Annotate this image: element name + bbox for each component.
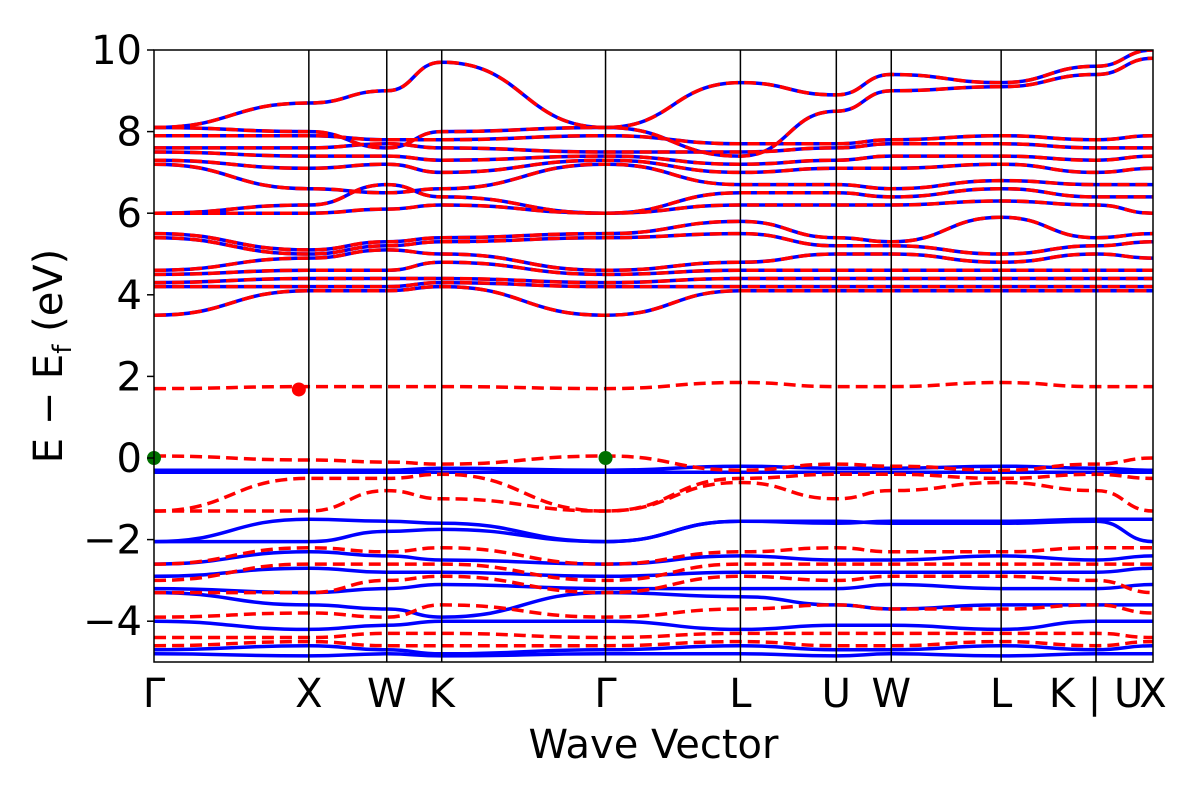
band-spin-down [154, 280, 1153, 289]
band-spin-up [154, 590, 1153, 619]
band-spin-down [154, 133, 1153, 146]
band-spin-down [154, 158, 1153, 175]
y-tick-label: 6 [117, 191, 142, 237]
band-spin-down [154, 472, 1153, 513]
y-tick-label: 8 [117, 110, 142, 156]
band-spin-down [154, 631, 1153, 640]
x-tick-label: W [367, 671, 407, 717]
band-spin-down [154, 260, 1153, 277]
band-spin-down [154, 56, 1153, 158]
band-spin-down [154, 562, 1153, 583]
band-spin-up [154, 582, 1153, 595]
x-tick-label: W [871, 671, 911, 717]
band-spin-down [154, 639, 1153, 648]
plot-frame [153, 49, 1154, 663]
band-spin-down [154, 480, 1153, 513]
band-spin-up [154, 643, 1153, 656]
y-tick-label: 10 [91, 28, 142, 74]
x-axis-label: Wave Vector [529, 722, 780, 768]
band-spin-down [154, 142, 1153, 154]
bands-layer [154, 50, 1153, 658]
y-axis-label-unit: (eV) [26, 249, 72, 345]
y-tick-label: −4 [83, 599, 142, 645]
band-spin-down [154, 276, 1153, 285]
band-spin-down [154, 284, 1153, 317]
x-tick-label: L [729, 671, 752, 717]
band-spin-down [154, 182, 1153, 215]
x-tick-label: X [295, 671, 322, 717]
y-axis-label-main: E − E [26, 354, 72, 464]
band-spin-up [154, 550, 1153, 566]
x-tick-label: U [822, 671, 851, 717]
band-spin-down [154, 454, 1153, 472]
x-tick-label: Γ [143, 671, 166, 717]
band-spin-up [154, 619, 1153, 632]
y-tick-label: 4 [117, 273, 142, 319]
vbm-marker-gamma [598, 451, 613, 465]
kpoint-separators [308, 50, 1097, 662]
band-spin-down [154, 50, 1153, 130]
y-axis-label-subscript: f [48, 344, 78, 354]
band-spin-up [154, 566, 1153, 579]
band-spin-down [154, 603, 1153, 619]
band-spin-down [154, 150, 1153, 166]
band-spin-down [154, 231, 1153, 256]
band-spin-down [154, 574, 1153, 595]
extrema-markers [147, 382, 613, 465]
x-tick-label: Γ [594, 671, 617, 717]
band-spin-up [154, 519, 1153, 544]
band-spin-down [154, 248, 1153, 273]
y-axis-label: E − Ef (eV) [26, 249, 78, 464]
y-tick-label: 0 [117, 436, 142, 482]
band-spin-up [154, 652, 1153, 658]
band-spin-up [154, 215, 1153, 252]
y-axis-ticks: 10 8 6 4 2 0 −2 −4 [83, 28, 154, 645]
band-spin-down [154, 380, 1153, 391]
y-tick-label: 2 [117, 354, 142, 400]
cbm-marker [291, 382, 306, 397]
band-spin-down [154, 199, 1153, 215]
x-tick-label: L [990, 671, 1013, 717]
x-tick-label: X [1139, 671, 1166, 717]
band-spin-up [154, 56, 1153, 158]
x-tick-label: K [429, 671, 457, 717]
y-tick-label: −2 [83, 518, 142, 564]
x-tick-label: K | U [1049, 671, 1143, 717]
band-spin-down [154, 215, 1153, 252]
